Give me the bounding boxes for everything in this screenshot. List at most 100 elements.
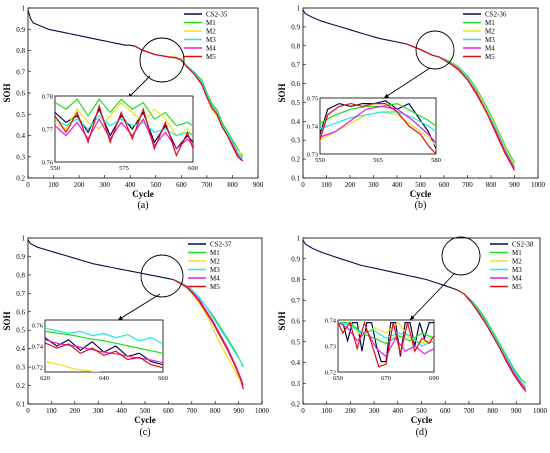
x-tick-label: 300	[369, 407, 380, 415]
legend-label: M1	[512, 249, 522, 257]
zoom-circle	[139, 37, 185, 83]
y-tick-label: 0.5	[291, 338, 300, 346]
series-line	[172, 278, 244, 390]
y-tick-label: 1	[297, 235, 301, 243]
x-tick-label: 700	[462, 181, 473, 189]
x-tick-label: 300	[99, 181, 110, 189]
x-tick-label: 0	[26, 181, 30, 189]
x-tick-label: 900	[253, 181, 264, 189]
series-line	[27, 9, 136, 47]
x-tick-label: 0	[301, 407, 305, 415]
y-tick-label: 0.9	[291, 255, 300, 263]
inset-y-tick-label: 0.72	[32, 364, 43, 371]
chart-panel: 0 100 200 300 400 500 600 700 800 900 0.2 0.3 0.4 0.5…	[2, 5, 264, 212]
series-line	[172, 278, 244, 386]
x-tick-label: 700	[202, 181, 213, 189]
inset-x-tick-label: 620	[40, 375, 50, 382]
inset-series-line	[338, 322, 434, 345]
x-tick-label: 600	[439, 181, 450, 189]
x-tick-label: 800	[227, 181, 238, 189]
y-tick-label: 0.8	[16, 271, 25, 279]
x-tick-label: 500	[415, 181, 426, 189]
x-tick-label: 500	[140, 407, 151, 415]
x-axis-label: Cycle	[134, 415, 156, 425]
inset-y-tick-label: 0.73	[325, 344, 336, 351]
x-tick-label: 400	[125, 181, 136, 189]
panel-label: (a)	[137, 200, 148, 211]
y-tick-label: 0.8	[291, 276, 300, 284]
y-tick-label: 0.7	[16, 290, 25, 298]
x-tick-label: 1000	[255, 407, 270, 415]
inset-y-tick-label: 0.74	[325, 318, 337, 325]
zoom-arrow-head	[384, 93, 389, 98]
y-tick-label: 0.2	[16, 175, 25, 183]
x-tick-label: 900	[509, 181, 520, 189]
y-tick-label: 0.4	[16, 132, 25, 140]
x-tick-label: 200	[70, 407, 81, 415]
zoom-arrow	[409, 272, 456, 321]
x-tick-label: 700	[464, 407, 475, 415]
x-tick-label: 600	[163, 407, 174, 415]
inset-series-line	[338, 322, 434, 347]
legend-label: M4	[485, 45, 495, 53]
zoom-arrow	[383, 67, 431, 99]
x-tick-label: 600	[440, 407, 451, 415]
x-tick-label: 900	[233, 407, 244, 415]
y-tick-label: 0.6	[16, 308, 25, 316]
inset-series-line	[45, 339, 163, 364]
inset-series-line	[320, 111, 436, 133]
inset-frame	[44, 319, 164, 373]
legend-label: M1	[485, 19, 495, 27]
x-tick-label: 600	[176, 181, 187, 189]
y-tick-label: 0.8	[291, 42, 300, 50]
y-tick-label: 0.1	[291, 175, 300, 183]
x-tick-label: 1000	[533, 407, 548, 415]
series-line	[302, 9, 407, 45]
inset-series-line	[338, 320, 434, 368]
inset-x-tick-label: 580	[431, 157, 441, 164]
x-tick-label: 800	[487, 407, 498, 415]
inset-zoom: 550 575 600 0.76 0.77 0.78	[42, 94, 198, 173]
inset-y-tick-label: 0.75	[307, 96, 318, 103]
y-tick-label: 0.9	[291, 23, 300, 31]
inset-x-tick-label: 660	[158, 375, 168, 382]
x-tick-label: 100	[46, 407, 57, 415]
legend-label: M5	[512, 283, 522, 291]
y-tick-label: 0.7	[16, 68, 25, 76]
y-tick-label: 1	[22, 5, 26, 13]
y-tick-label: 0.5	[291, 99, 300, 107]
inset-y-tick-label: 0.73	[307, 152, 318, 159]
inset-series-line	[45, 361, 102, 372]
legend-label: M1	[206, 19, 216, 27]
x-tick-label: 100	[321, 407, 332, 415]
legend-label: M5	[210, 283, 220, 291]
inset-zoom: 650 670 690 0.72 0.73 0.74	[325, 318, 439, 383]
legend-label: CS2-37	[210, 241, 232, 249]
x-tick-label: 400	[392, 181, 403, 189]
series-line	[456, 289, 527, 388]
series-line	[172, 278, 244, 366]
x-axis-label: Cycle	[410, 189, 432, 199]
y-tick-label: 0.8	[16, 47, 25, 55]
x-tick-label: 300	[368, 181, 379, 189]
x-axis-label: Cycle	[411, 415, 433, 425]
inset-x-tick-label: 640	[99, 375, 109, 382]
x-tick-label: 700	[187, 407, 198, 415]
legend-label: M3	[210, 266, 220, 274]
y-tick-label: 0.4	[16, 345, 25, 353]
y-tick-label: 0.7	[291, 61, 300, 69]
legend-label: M5	[206, 53, 216, 61]
zoom-arrow	[127, 75, 151, 99]
x-axis-label: Cycle	[132, 189, 154, 199]
x-tick-label: 100	[321, 181, 332, 189]
inset-x-tick-label: 600	[188, 165, 198, 172]
y-axis-label: SOH	[277, 311, 287, 330]
x-tick-label: 800	[486, 181, 497, 189]
zoom-circle	[441, 236, 481, 276]
inset-x-tick-label: 550	[315, 157, 325, 164]
x-tick-label: 800	[210, 407, 221, 415]
y-tick-label: 0.9	[16, 26, 25, 34]
y-tick-label: 0.6	[16, 90, 25, 98]
inset-series-line	[55, 103, 193, 157]
